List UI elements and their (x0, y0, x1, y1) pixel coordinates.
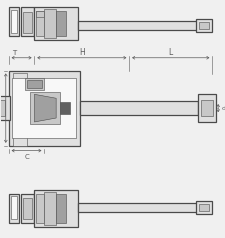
Bar (196, 19, 212, 32)
Bar (56, 194, 66, 223)
Text: H: H (79, 48, 85, 57)
Text: D: D (0, 104, 6, 113)
Bar (36, 194, 44, 223)
Bar (36, 11, 44, 17)
Text: T: T (13, 50, 17, 56)
Polygon shape (34, 94, 56, 122)
Bar (9, 194, 19, 223)
Bar (34, 190, 78, 227)
Bar (12, 79, 76, 138)
Bar (11, 10, 17, 33)
Bar (9, 71, 80, 146)
Bar (11, 196, 17, 219)
Bar (30, 92, 60, 124)
Bar (44, 9, 56, 38)
Bar (80, 101, 198, 115)
Bar (27, 80, 42, 88)
Bar (44, 192, 56, 225)
Bar (0, 96, 10, 120)
Text: d: d (221, 106, 225, 111)
Bar (22, 198, 32, 219)
Bar (22, 12, 32, 33)
Bar (60, 102, 70, 114)
Bar (0, 100, 5, 116)
Bar (199, 22, 209, 29)
Bar (25, 79, 44, 90)
Bar (198, 94, 216, 122)
Bar (56, 11, 66, 36)
Bar (21, 194, 34, 223)
Bar (36, 11, 44, 36)
Bar (13, 73, 27, 82)
Bar (21, 7, 34, 36)
Bar (201, 100, 213, 116)
Text: C: C (24, 154, 29, 159)
Bar (199, 204, 209, 211)
Bar (34, 7, 78, 40)
Bar (196, 202, 212, 214)
Bar (13, 136, 27, 146)
Bar (78, 203, 198, 212)
Text: L: L (169, 48, 173, 57)
Bar (78, 21, 198, 30)
Bar (9, 7, 19, 36)
